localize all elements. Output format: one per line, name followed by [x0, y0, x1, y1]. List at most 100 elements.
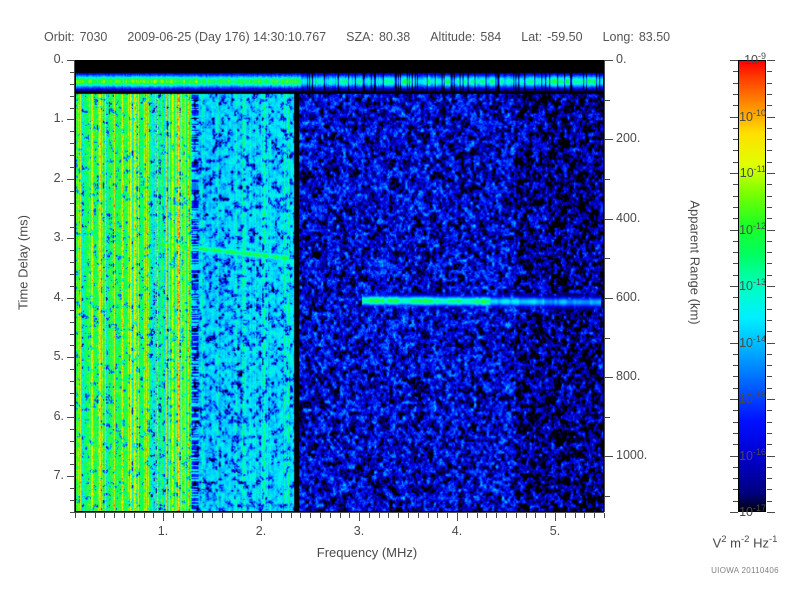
axis-tick-label: 0.	[616, 52, 627, 66]
axis-tick	[605, 377, 613, 378]
colorbar-base: 10	[739, 279, 753, 294]
axis-tick	[767, 399, 775, 400]
axis-tick	[767, 433, 772, 434]
axis-tick	[70, 322, 75, 323]
y2-axis-line	[604, 60, 605, 512]
axis-tick	[193, 513, 194, 518]
axis-tick	[733, 365, 738, 366]
y2-axis-title: Apparent Range (km)	[687, 200, 703, 325]
axis-tick	[767, 489, 772, 490]
axis-tick-label: 1.	[53, 111, 64, 125]
axis-tick	[70, 143, 75, 144]
axis-tick	[477, 513, 478, 518]
axis-tick	[516, 513, 517, 518]
axis-tick	[418, 513, 419, 518]
axis-tick	[183, 513, 184, 518]
axis-tick	[767, 410, 772, 411]
axis-tick	[70, 108, 75, 109]
axis-tick	[767, 139, 772, 140]
axis-tick	[733, 388, 738, 389]
axis-tick-label: 1000.	[616, 448, 648, 462]
axis-tick	[767, 71, 772, 72]
metadata-header: Orbit: 7030 2009-06-25 (Day 176) 14:30:10.…	[0, 30, 800, 50]
axis-tick	[163, 513, 164, 521]
axis-tick	[767, 162, 772, 163]
axis-tick-label: 3.	[353, 524, 365, 538]
axis-tick	[767, 207, 772, 208]
axis-tick	[733, 105, 738, 106]
colorbar-tick-label: 10-10	[739, 108, 766, 124]
axis-tick	[320, 513, 321, 518]
axis-tick	[70, 453, 75, 454]
axis-tick	[767, 196, 772, 197]
axis-tick	[733, 444, 738, 445]
axis-tick	[565, 513, 566, 518]
metadata-label: Orbit:	[44, 30, 75, 44]
axis-tick	[733, 128, 738, 129]
axis-tick	[605, 417, 610, 418]
colorbar-base: 10	[739, 449, 753, 464]
axis-tick	[733, 241, 738, 242]
colorbar-exponent: -10	[752, 108, 766, 118]
axis-tick	[733, 501, 738, 502]
colorbar-exponent: -16	[752, 447, 766, 457]
axis-tick	[70, 72, 75, 73]
axis-tick	[733, 478, 738, 479]
axis-tick	[310, 513, 311, 518]
axis-tick	[70, 334, 75, 335]
axis-tick	[70, 262, 75, 263]
axis-tick	[67, 179, 75, 180]
axis-tick-label: 7.	[53, 468, 64, 482]
axis-tick	[70, 345, 75, 346]
metadata-field: Lat: -59.50	[521, 30, 602, 44]
axis-tick	[605, 298, 613, 299]
colorbar-tick-label: 10-15	[739, 390, 766, 406]
metadata-row: Orbit: 7030 2009-06-25 (Day 176) 14:30:10.…	[44, 30, 670, 44]
axis-tick	[70, 369, 75, 370]
axis-tick-label: 4.	[451, 524, 463, 538]
axis-tick	[733, 184, 738, 185]
axis-tick	[70, 167, 75, 168]
metadata-label: Lat:	[521, 30, 543, 44]
axis-tick	[767, 444, 772, 445]
axis-tick	[67, 357, 75, 358]
axis-tick	[70, 464, 75, 465]
axis-tick	[95, 513, 96, 518]
axis-tick	[535, 513, 536, 518]
axis-tick-label: 400.	[616, 211, 641, 225]
axis-tick	[222, 513, 223, 518]
axis-tick	[767, 467, 772, 468]
axis-tick	[767, 241, 772, 242]
colorbar-tick-label: 10-11	[740, 164, 766, 180]
axis-tick	[70, 84, 75, 85]
axis-tick	[767, 94, 772, 95]
axis-tick	[733, 297, 738, 298]
axis-tick	[349, 513, 350, 518]
colorbar-base: 10	[744, 53, 758, 68]
axis-tick	[767, 478, 772, 479]
axis-tick	[767, 456, 775, 457]
axis-tick	[447, 513, 448, 518]
spectrogram-plot-area	[75, 60, 604, 512]
axis-tick-label: 600.	[616, 290, 641, 304]
axis-tick	[733, 252, 738, 253]
axis-tick	[767, 343, 775, 344]
colorbar-unit-label: V2 m-2 Hz-1	[690, 534, 800, 550]
axis-tick	[767, 173, 775, 174]
axis-tick	[584, 513, 585, 518]
axis-tick	[398, 513, 399, 518]
axis-tick-label: 1.	[157, 524, 169, 538]
axis-tick	[733, 162, 738, 163]
axis-tick	[767, 105, 772, 106]
axis-tick	[733, 207, 738, 208]
colorbar-base: 10	[739, 336, 753, 351]
axis-tick	[605, 219, 613, 220]
axis-tick	[486, 513, 487, 518]
colorbar-base: 10	[739, 392, 753, 407]
colorbar-gradient	[738, 60, 766, 512]
axis-tick	[70, 405, 75, 406]
axis-tick	[730, 230, 738, 231]
axis-tick-label: 3.	[53, 230, 64, 244]
colorbar-base: 10	[739, 110, 753, 125]
